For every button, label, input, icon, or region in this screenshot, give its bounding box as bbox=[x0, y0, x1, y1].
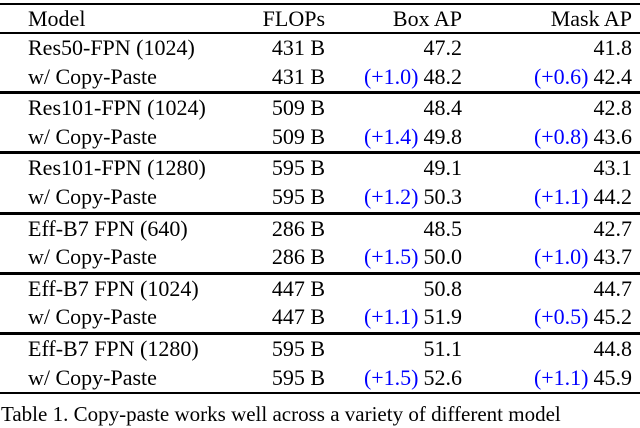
mask-ap-value: 43.7 bbox=[593, 244, 633, 270]
mask-ap-delta: (+0.6) bbox=[533, 63, 589, 89]
box-ap-cell: (+1.0) 48.2 bbox=[325, 63, 462, 92]
model-cell: Eff-B7 FPN (640) bbox=[28, 215, 188, 241]
box-ap-value: 52.6 bbox=[423, 364, 463, 390]
table-row: w/ Copy-Paste 286 B (+1.5) 50.0 (+1.0) 43.… bbox=[0, 243, 640, 272]
box-ap-delta: (+1.5) bbox=[363, 364, 419, 390]
table-header-row: Model FLOPs Box AP Mask AP bbox=[0, 5, 640, 32]
box-ap-value: 50.3 bbox=[423, 183, 463, 209]
mask-ap-cell: 44.7 bbox=[593, 275, 633, 301]
model-cell: w/ Copy-Paste bbox=[28, 123, 157, 149]
box-ap-delta: (+1.5) bbox=[363, 244, 419, 270]
flops-cell: 509 B bbox=[271, 95, 325, 121]
table-rule-top bbox=[0, 3, 640, 5]
table-caption: Table 1. Copy-paste works well across a … bbox=[1, 402, 561, 427]
model-cell: Res101-FPN (1280) bbox=[28, 155, 206, 181]
box-ap-cell: 48.4 bbox=[423, 95, 463, 121]
model-cell: Res50-FPN (1024) bbox=[28, 35, 195, 60]
table-group: Eff-B7 FPN (1024) 447 B 50.8 44.7 w/ Cop… bbox=[0, 275, 640, 335]
table-row: Eff-B7 FPN (1280) 595 B 51.1 44.8 bbox=[0, 335, 640, 364]
model-cell: w/ Copy-Paste bbox=[28, 304, 157, 330]
flops-cell: 286 B bbox=[271, 244, 325, 270]
box-ap-cell: 48.5 bbox=[423, 215, 463, 241]
model-cell: w/ Copy-Paste bbox=[28, 63, 157, 89]
mask-ap-cell: (+1.1) 44.2 bbox=[462, 183, 632, 212]
box-ap-delta: (+1.0) bbox=[363, 63, 419, 89]
table-group: Res101-FPN (1280) 595 B 49.1 43.1 w/ Cop… bbox=[0, 154, 640, 215]
model-cell: w/ Copy-Paste bbox=[28, 244, 157, 270]
box-ap-delta: (+1.4) bbox=[363, 123, 419, 149]
box-ap-cell: (+1.4) 49.8 bbox=[325, 123, 462, 152]
mask-ap-cell: 42.8 bbox=[593, 95, 633, 121]
table-row: w/ Copy-Paste 431 B (+1.0) 48.2 (+0.6) 42.… bbox=[0, 63, 640, 92]
table-row: Eff-B7 FPN (1024) 447 B 50.8 44.7 bbox=[0, 275, 640, 304]
mask-ap-value: 42.4 bbox=[593, 63, 633, 89]
column-header-mask-ap: Mask AP bbox=[550, 6, 632, 31]
mask-ap-value: 45.2 bbox=[593, 304, 633, 330]
mask-ap-delta: (+1.1) bbox=[533, 364, 589, 390]
mask-ap-cell: (+1.0) 43.7 bbox=[462, 243, 632, 272]
flops-cell: 447 B bbox=[271, 275, 325, 301]
mask-ap-value: 45.9 bbox=[593, 364, 633, 390]
flops-cell: 509 B bbox=[271, 123, 325, 149]
table-group: Res101-FPN (1024) 509 B 48.4 42.8 w/ Cop… bbox=[0, 94, 640, 155]
flops-cell: 595 B bbox=[271, 155, 325, 181]
table-row: Res101-FPN (1024) 509 B 48.4 42.8 bbox=[0, 94, 640, 123]
mask-ap-value: 44.2 bbox=[593, 183, 633, 209]
mask-ap-cell: 43.1 bbox=[593, 155, 633, 181]
flops-cell: 595 B bbox=[271, 183, 325, 209]
table-group: Res50-FPN (1024) 431 B 47.2 41.8 w/ Copy… bbox=[0, 34, 640, 95]
column-header-flops: FLOPs bbox=[262, 6, 325, 31]
box-ap-cell: (+1.2) 50.3 bbox=[325, 183, 462, 212]
model-cell: w/ Copy-Paste bbox=[28, 183, 157, 209]
flops-cell: 447 B bbox=[271, 304, 325, 330]
box-ap-value: 48.2 bbox=[423, 63, 463, 89]
box-ap-cell: (+1.5) 52.6 bbox=[325, 364, 462, 393]
model-cell: w/ Copy-Paste bbox=[28, 364, 157, 390]
flops-cell: 286 B bbox=[271, 215, 325, 241]
table-group: Eff-B7 FPN (640) 286 B 48.5 42.7 w/ Copy… bbox=[0, 215, 640, 275]
model-cell: Res101-FPN (1024) bbox=[28, 95, 206, 121]
box-ap-delta: (+1.1) bbox=[363, 304, 419, 330]
flops-cell: 431 B bbox=[271, 63, 325, 89]
mask-ap-cell: 42.7 bbox=[593, 215, 633, 241]
flops-cell: 595 B bbox=[271, 364, 325, 390]
mask-ap-delta: (+1.0) bbox=[533, 244, 589, 270]
box-ap-cell: 49.1 bbox=[423, 155, 463, 181]
table-group: Eff-B7 FPN (1280) 595 B 51.1 44.8 w/ Cop… bbox=[0, 335, 640, 395]
mask-ap-cell: (+0.8) 43.6 bbox=[462, 123, 632, 152]
table-row: w/ Copy-Paste 447 B (+1.1) 51.9 (+0.5) 45.… bbox=[0, 303, 640, 332]
mask-ap-value: 43.6 bbox=[593, 123, 633, 149]
table-row: Eff-B7 FPN (640) 286 B 48.5 42.7 bbox=[0, 215, 640, 244]
model-cell: Eff-B7 FPN (1280) bbox=[28, 335, 199, 361]
mask-ap-cell: (+1.1) 45.9 bbox=[462, 364, 632, 393]
column-header-box-ap: Box AP bbox=[392, 6, 462, 31]
table-row: Res101-FPN (1280) 595 B 49.1 43.1 bbox=[0, 154, 640, 183]
box-ap-cell: (+1.5) 50.0 bbox=[325, 243, 462, 272]
mask-ap-cell: (+0.6) 42.4 bbox=[462, 63, 632, 92]
model-cell: Eff-B7 FPN (1024) bbox=[28, 275, 199, 301]
column-header-model: Model bbox=[28, 6, 86, 31]
table-row: w/ Copy-Paste 595 B (+1.2) 50.3 (+1.1) 44.… bbox=[0, 183, 640, 212]
mask-ap-cell: 44.8 bbox=[593, 335, 633, 361]
table-row: w/ Copy-Paste 595 B (+1.5) 52.6 (+1.1) 45.… bbox=[0, 364, 640, 393]
box-ap-delta: (+1.2) bbox=[363, 183, 419, 209]
box-ap-cell: (+1.1) 51.9 bbox=[325, 303, 462, 332]
mask-ap-delta: (+0.5) bbox=[533, 304, 589, 330]
table-rule-header bbox=[0, 32, 640, 34]
mask-ap-cell: (+0.5) 45.2 bbox=[462, 303, 632, 332]
box-ap-cell: 50.8 bbox=[423, 275, 463, 301]
box-ap-value: 49.8 bbox=[423, 123, 463, 149]
flops-cell: 431 B bbox=[271, 35, 325, 60]
box-ap-value: 50.0 bbox=[423, 244, 463, 270]
box-ap-value: 51.9 bbox=[423, 304, 463, 330]
mask-ap-delta: (+0.8) bbox=[533, 123, 589, 149]
table-row: w/ Copy-Paste 509 B (+1.4) 49.8 (+0.8) 43.… bbox=[0, 123, 640, 152]
mask-ap-cell: 41.8 bbox=[593, 35, 633, 60]
box-ap-cell: 51.1 bbox=[423, 335, 463, 361]
flops-cell: 595 B bbox=[271, 335, 325, 361]
box-ap-cell: 47.2 bbox=[423, 35, 463, 60]
table-row: Res50-FPN (1024) 431 B 47.2 41.8 bbox=[0, 34, 640, 63]
mask-ap-delta: (+1.1) bbox=[533, 183, 589, 209]
